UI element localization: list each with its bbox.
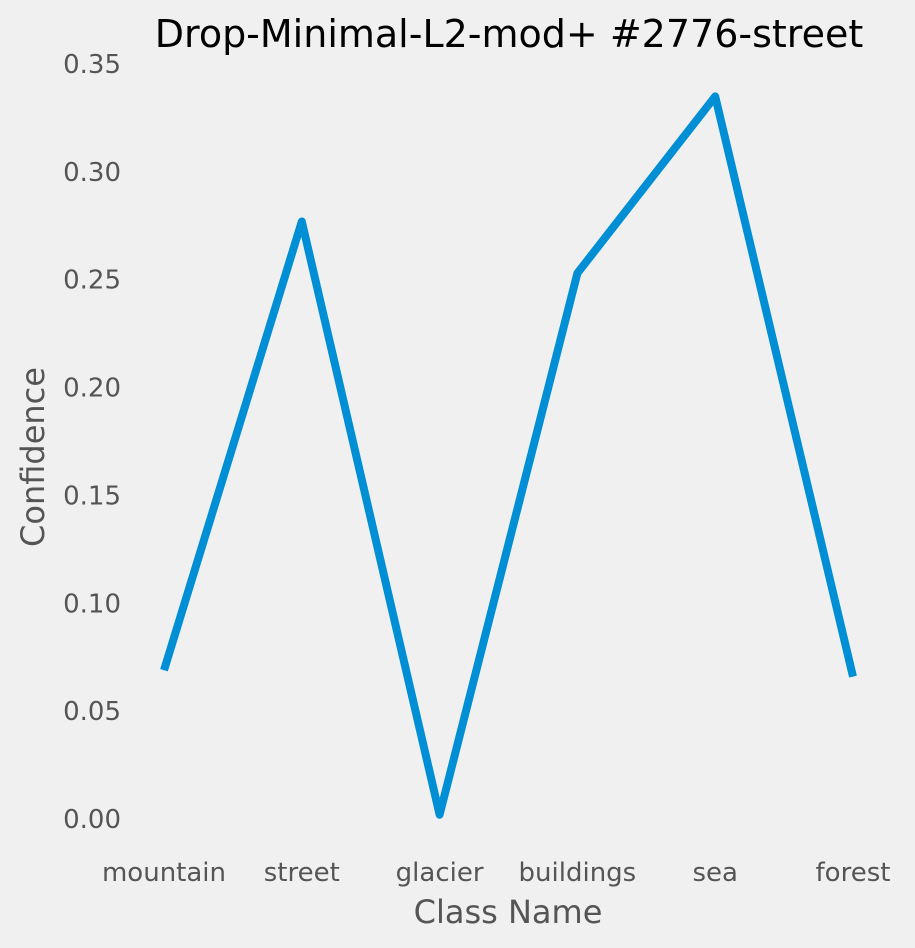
y-axis-label: Confidence [14,367,52,547]
y-tick-label: 0.20 [63,374,121,404]
data-point [163,669,165,671]
y-tick-label: 0.00 [63,805,121,835]
y-tick-label: 0.05 [63,697,121,727]
series-line [160,92,857,819]
x-tick-label: street [264,858,340,888]
y-tick-label: 0.30 [63,158,121,188]
y-tick-label: 0.25 [63,266,121,296]
x-tick-label: buildings [519,858,637,888]
x-tick-label: mountain [102,858,226,888]
y-axis-ticks: 0.00 0.05 0.10 0.15 0.20 0.25 0.30 0.35 [63,50,121,835]
data-point [439,814,441,816]
y-tick-label: 0.10 [63,589,121,619]
data-point [576,272,578,274]
chart-title: Drop-Minimal-L2-mod+ #2776-street [155,12,863,56]
data-point [714,95,716,97]
data-point [852,676,854,678]
series-group [160,92,857,819]
x-tick-label: forest [816,858,891,888]
x-axis-label: Class Name [414,893,603,931]
y-tick-label: 0.15 [63,481,121,511]
y-tick-label: 0.35 [63,50,121,80]
x-axis-ticks: mountain street glacier buildings sea forest [102,858,890,888]
data-point [301,220,303,222]
x-tick-label: glacier [396,858,484,888]
x-tick-label: sea [692,858,737,888]
